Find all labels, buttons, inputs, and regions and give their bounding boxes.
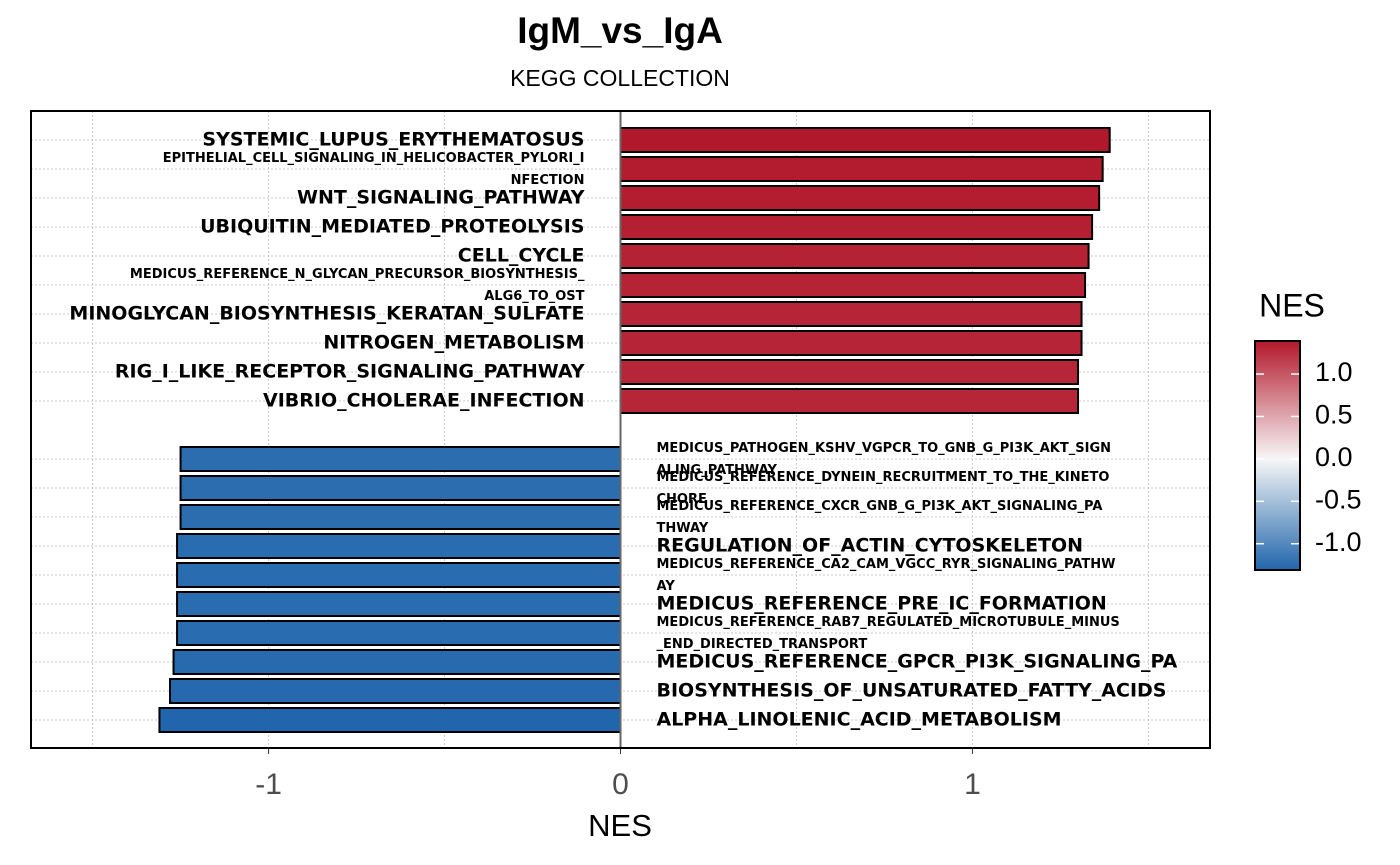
bar	[176, 533, 622, 559]
bar	[172, 649, 622, 675]
colorbar	[1254, 340, 1301, 571]
bar	[176, 620, 622, 646]
bar	[176, 562, 622, 588]
colorbar-tick-label: 0.0	[1315, 442, 1353, 472]
category-label: MEDICUS_REFERENCE_RAB7_REGULATED_MICROTU…	[657, 615, 1120, 652]
bar	[619, 330, 1083, 356]
category-label: ALPHA_LINOLENIC_ACID_METABOLISM	[657, 709, 1062, 731]
category-label: MEDICUS_REFERENCE_CXCR_GNB_G_PI3K_AKT_SI…	[657, 499, 1103, 536]
category-label: MINOGLYCAN_BIOSYNTHESIS_KERATAN_SULFATE	[69, 303, 584, 325]
x-axis-label: NES	[588, 808, 652, 843]
plot-frame	[30, 110, 1211, 749]
colorbar-tick-label: 1.0	[1315, 357, 1353, 387]
x-tick-label: 1	[964, 768, 981, 801]
category-label: MEDICUS_PATHOGEN_KSHV_VGPCR_TO_GNB_G_PI3…	[657, 441, 1112, 478]
category-label: RIG_I_LIKE_RECEPTOR_SIGNALING_PATHWAY	[115, 361, 585, 383]
category-label: REGULATION_OF_ACTIN_CYTOSKELETON	[657, 535, 1084, 557]
colorbar-tick-label: 0.5	[1315, 400, 1353, 430]
category-label: CELL_CYCLE	[458, 245, 585, 267]
bar	[179, 475, 622, 501]
bar	[619, 156, 1104, 182]
bar	[619, 185, 1101, 211]
category-label: BIOSYNTHESIS_OF_UNSATURATED_FATTY_ACIDS	[657, 680, 1167, 702]
chart-title: IgM_vs_IgA	[517, 10, 723, 51]
category-label: MEDICUS_REFERENCE_DYNEIN_RECRUITMENT_TO_…	[657, 470, 1110, 507]
bar	[619, 388, 1080, 414]
bar	[619, 214, 1094, 240]
bar	[176, 591, 622, 617]
bar	[169, 678, 622, 704]
bar	[158, 707, 622, 733]
x-tick-label: 0	[612, 768, 629, 801]
bar	[619, 127, 1111, 153]
bar	[619, 301, 1083, 327]
category-label: UBIQUITIN_MEDIATED_PROTEOLYSIS	[200, 216, 584, 238]
category-label: VIBRIO_CHOLERAE_INFECTION	[263, 390, 584, 412]
category-label: MEDICUS_REFERENCE_PRE_IC_FORMATION	[657, 593, 1107, 615]
category-label: SYSTEMIC_LUPUS_ERYTHEMATOSUS	[202, 129, 584, 151]
bar	[619, 243, 1090, 269]
bar	[179, 446, 622, 472]
category-label: MEDICUS_REFERENCE_N_GLYCAN_PRECURSOR_BIO…	[130, 267, 585, 304]
legend-title: NES	[1259, 287, 1325, 323]
colorbar-tick-label: -0.5	[1315, 484, 1362, 514]
colorbar-tick-label: -1.0	[1315, 527, 1362, 557]
category-label: NITROGEN_METABOLISM	[323, 332, 584, 354]
bar	[619, 359, 1080, 385]
category-label: EPITHELIAL_CELL_SIGNALING_IN_HELICOBACTE…	[163, 151, 585, 188]
bar	[179, 504, 622, 530]
bar	[619, 272, 1087, 298]
category-label: MEDICUS_REFERENCE_CA2_CAM_VGCC_RYR_SIGNA…	[657, 557, 1116, 594]
category-label: MEDICUS_REFERENCE_GPCR_PI3K_SIGNALING_PA	[657, 651, 1178, 673]
x-tick-label: -1	[255, 768, 282, 801]
chart-subtitle: KEGG COLLECTION	[510, 65, 730, 91]
category-label: WNT_SIGNALING_PATHWAY	[297, 187, 585, 209]
